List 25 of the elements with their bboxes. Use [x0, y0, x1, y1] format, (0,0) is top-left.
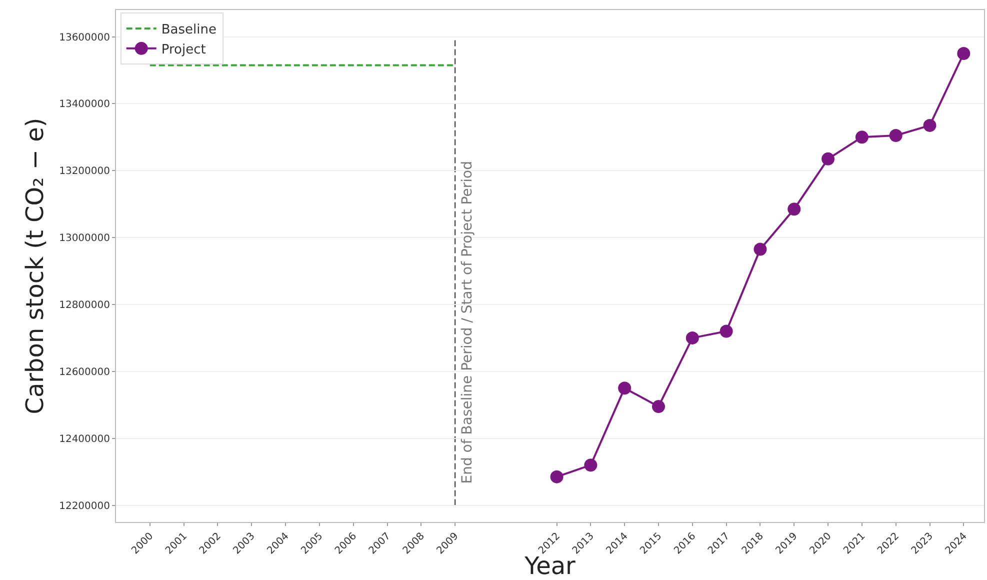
y-tick-label: 13600000 [59, 32, 110, 44]
point [652, 400, 665, 414]
legend-label: Project [161, 42, 206, 58]
point [822, 152, 835, 166]
point [855, 130, 868, 144]
point [720, 324, 733, 338]
point [754, 242, 767, 256]
point [957, 47, 970, 60]
point [550, 470, 564, 484]
point [618, 382, 632, 395]
point [923, 118, 936, 132]
point [584, 458, 598, 472]
y-tick-label: 13000000 [59, 233, 110, 244]
y-tick-label: 12800000 [59, 300, 110, 311]
point [788, 202, 801, 216]
legend-label: Baseline [161, 22, 216, 38]
y-tick-label: 12400000 [59, 434, 110, 445]
y-tick-label: 13200000 [59, 166, 110, 178]
y-tick-label: 12600000 [59, 366, 110, 378]
ref-line-label: End of Baseline Period / Start of Project Period [459, 161, 476, 484]
point [889, 128, 902, 142]
y-tick-label: 12200000 [59, 500, 110, 512]
y-tick-label: 13400000 [59, 99, 110, 110]
y-axis-title: Carbon stock (t CO₂ − e) [21, 118, 50, 414]
point [686, 331, 699, 344]
